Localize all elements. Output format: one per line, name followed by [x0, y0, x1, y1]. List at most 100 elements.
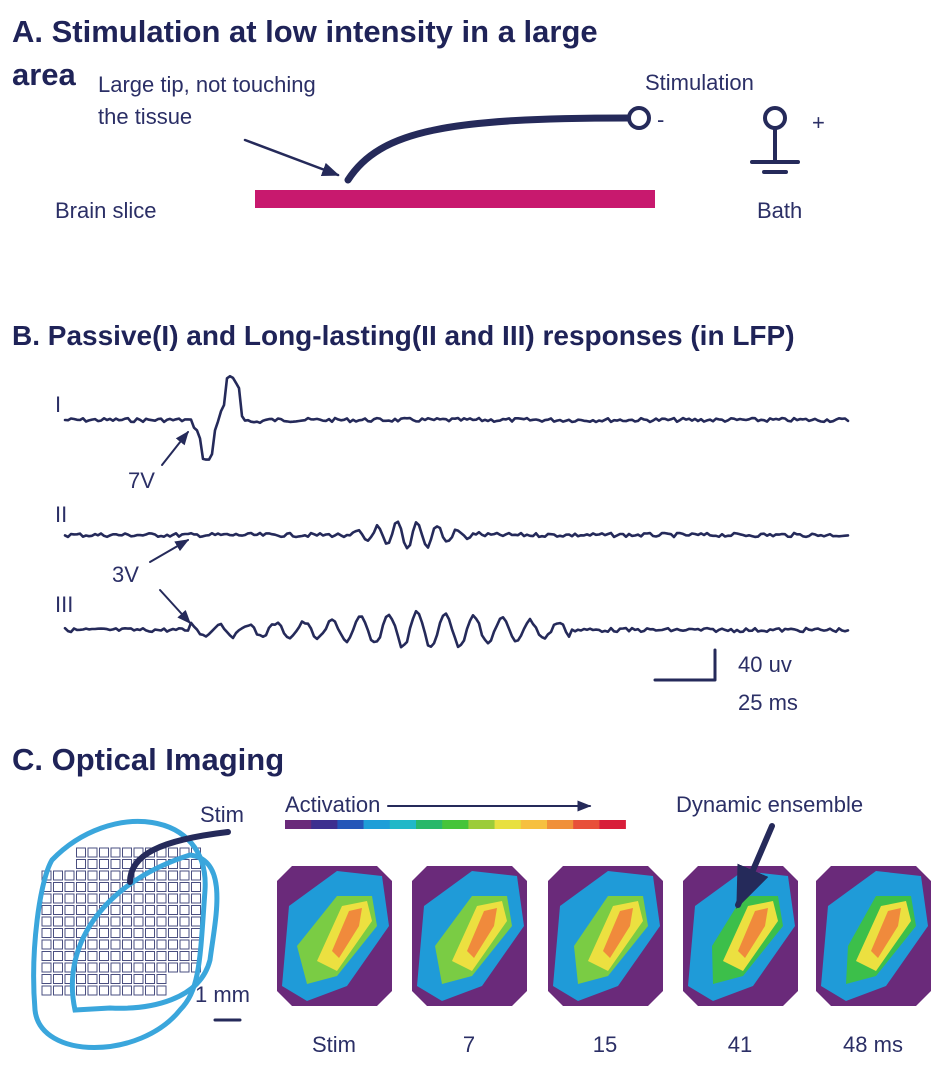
electrode-cell [77, 975, 86, 984]
colorbar-segment [364, 820, 391, 829]
electrode-cell [134, 986, 143, 995]
electrode-cell [111, 848, 120, 857]
colorbar-segment [442, 820, 469, 829]
electrode-cell [157, 929, 166, 938]
electrode-cell [111, 975, 120, 984]
electrode-cell [111, 940, 120, 949]
electrode-cell [65, 917, 74, 926]
electrode-cell [180, 917, 189, 926]
electrode-cell [54, 883, 63, 892]
image-frame: 48 ms [816, 866, 931, 1057]
electrode-cell [42, 917, 51, 926]
label: Dynamic ensemble [676, 792, 863, 817]
electrode-cell [157, 871, 166, 880]
electrode-cell [54, 986, 63, 995]
electrode-cell [42, 929, 51, 938]
arrow [162, 432, 188, 465]
label: - [657, 107, 664, 132]
electrode-cell [134, 952, 143, 961]
colorbar-segment [311, 820, 338, 829]
electrode-cell [100, 986, 109, 995]
label: Stim [200, 802, 244, 827]
frame-label: 48 ms [843, 1032, 903, 1057]
electrode-cell [157, 906, 166, 915]
electrode-cell [123, 906, 132, 915]
electrode-cell [123, 860, 132, 869]
electrode-cell [146, 894, 155, 903]
electrode-cell [134, 963, 143, 972]
electrode-cell [65, 871, 74, 880]
trace-label: III [55, 592, 73, 617]
electrode-cell [146, 940, 155, 949]
electrode-cell [77, 883, 86, 892]
electrode-cell [169, 871, 178, 880]
colorbar-segment [495, 820, 521, 829]
arrow [160, 590, 190, 623]
electrode-cell [146, 883, 155, 892]
electrode-cell [111, 871, 120, 880]
electrode-cell [146, 975, 155, 984]
electrode-cell [146, 929, 155, 938]
electrode-cell [88, 940, 97, 949]
electrode-cell [180, 952, 189, 961]
electrode-cell [54, 871, 63, 880]
colorbar-segment [573, 820, 600, 829]
electrode-tip [629, 108, 649, 128]
electrode-cell [169, 883, 178, 892]
electrode-cell [123, 952, 132, 961]
image-frame: 15 [548, 866, 663, 1057]
electrode-cell [123, 894, 132, 903]
colorbar-segment [468, 820, 495, 829]
electrode-cell [180, 906, 189, 915]
electrode-cell [123, 929, 132, 938]
electrode-cell [54, 917, 63, 926]
electrode-cell [65, 883, 74, 892]
electrode-cell [157, 963, 166, 972]
arrow [245, 140, 338, 175]
electrode-cell [111, 906, 120, 915]
electrode-cell [42, 986, 51, 995]
electrode-cell [192, 906, 201, 915]
electrode-cell [111, 952, 120, 961]
electrode-cell [77, 986, 86, 995]
electrode-cell [134, 883, 143, 892]
electrode-cell [180, 940, 189, 949]
electrode-cell [42, 906, 51, 915]
electrode-cell [111, 917, 120, 926]
electrode-cell [88, 871, 97, 880]
frame-label: 15 [593, 1032, 617, 1057]
panel-title: area [12, 57, 77, 92]
trace [65, 376, 848, 459]
electrode-cell [77, 848, 86, 857]
electrode-cell [88, 986, 97, 995]
electrode-cell [42, 975, 51, 984]
colorbar-segment [521, 820, 548, 829]
electrode-cell [180, 929, 189, 938]
electrode-cell [192, 917, 201, 926]
electrode-cell [123, 917, 132, 926]
electrode-cell [77, 860, 86, 869]
electrode-cell [88, 975, 97, 984]
electrode-cell [100, 940, 109, 949]
electrode-cell [88, 894, 97, 903]
electrode-cell [134, 975, 143, 984]
electrode-cell [123, 963, 132, 972]
panel-title: B. Passive(I) and Long-lasting(II and II… [12, 320, 795, 351]
colorbar-segment [390, 820, 417, 829]
electrode-cell [169, 952, 178, 961]
label: Activation [285, 792, 380, 817]
electrode-cell [180, 894, 189, 903]
electrode-cell [111, 963, 120, 972]
colorbar-segment [416, 820, 443, 829]
electrode-cell [111, 929, 120, 938]
electrode-cell [77, 963, 86, 972]
frame-label: 41 [728, 1032, 752, 1057]
electrode-cell [157, 986, 166, 995]
electrode-cell [134, 917, 143, 926]
electrode-cell [192, 894, 201, 903]
electrode-cell [180, 860, 189, 869]
image-frame: 7 [412, 866, 527, 1057]
panel-title: A. Stimulation at low intensity in a lar… [12, 14, 598, 49]
electrode-cell [111, 986, 120, 995]
electrode-cell [157, 894, 166, 903]
